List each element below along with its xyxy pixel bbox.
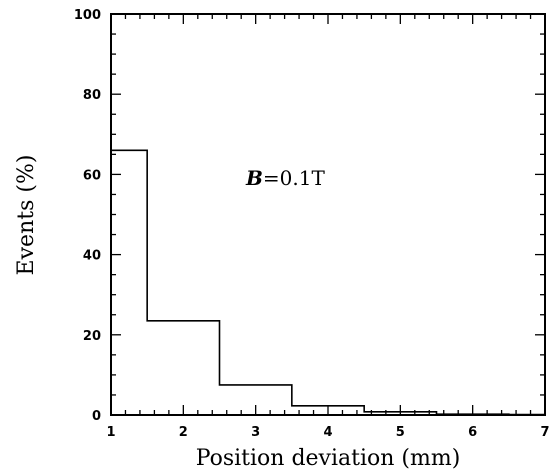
x-tick-label: 6 bbox=[468, 425, 477, 440]
x-tick-label: 3 bbox=[251, 425, 260, 440]
x-tick-label: 1 bbox=[106, 425, 115, 440]
y-tick-label: 100 bbox=[74, 8, 101, 23]
tick-labels-layer: 1 2 3 4 5 6 7 0 20 40 60 80 100 bbox=[74, 8, 550, 440]
y-tick-label: 0 bbox=[92, 409, 101, 424]
x-tick-label: 5 bbox=[396, 425, 405, 440]
x-tick-label: 2 bbox=[179, 425, 188, 440]
y-tick-label: 60 bbox=[83, 168, 101, 183]
x-tick-label: 7 bbox=[540, 425, 549, 440]
x-tick-label: 4 bbox=[323, 425, 332, 440]
histogram-series-line bbox=[111, 149, 545, 416]
y-tick-label: 20 bbox=[83, 329, 101, 344]
y-tick-label: 80 bbox=[83, 88, 101, 103]
y-axis-title: Events (%) bbox=[14, 155, 39, 276]
annotation-variable: B bbox=[245, 166, 263, 190]
x-axis-title: Position deviation (mm) bbox=[196, 446, 461, 470]
plot-frame bbox=[110, 13, 546, 416]
y-tick-label: 40 bbox=[83, 249, 101, 264]
field-annotation: B=0.1T bbox=[245, 166, 325, 190]
ticks-layer bbox=[110, 13, 546, 416]
annotation-value: =0.1T bbox=[263, 166, 326, 190]
